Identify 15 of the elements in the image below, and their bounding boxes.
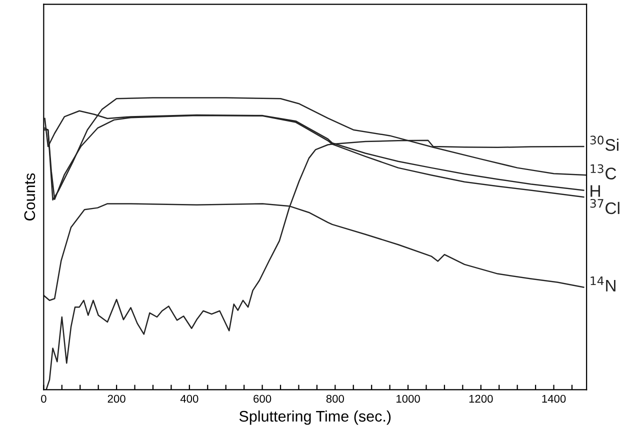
x-tick-label: 1200	[469, 394, 493, 403]
series-label: $^{37}$Cl	[590, 198, 620, 214]
x-tick-label: 400	[180, 394, 198, 403]
series-label: H	[590, 185, 600, 197]
x-tick-label: 0	[41, 394, 46, 403]
series-label: $^{13}$C	[590, 164, 616, 180]
y-axis-title: Counts	[24, 173, 36, 220]
series-label: $^{14}$N	[590, 276, 616, 292]
x-tick-label: 200	[108, 394, 126, 403]
x-tick-label: 1000	[396, 394, 420, 403]
x-tick-label: 1400	[542, 394, 566, 403]
x-tick-label: 600	[254, 394, 272, 403]
x-axis-title: Spluttering Time (sec.)	[239, 410, 391, 425]
x-tick-label: 800	[326, 394, 344, 403]
series-label: $^{30}$Si	[590, 136, 618, 151]
